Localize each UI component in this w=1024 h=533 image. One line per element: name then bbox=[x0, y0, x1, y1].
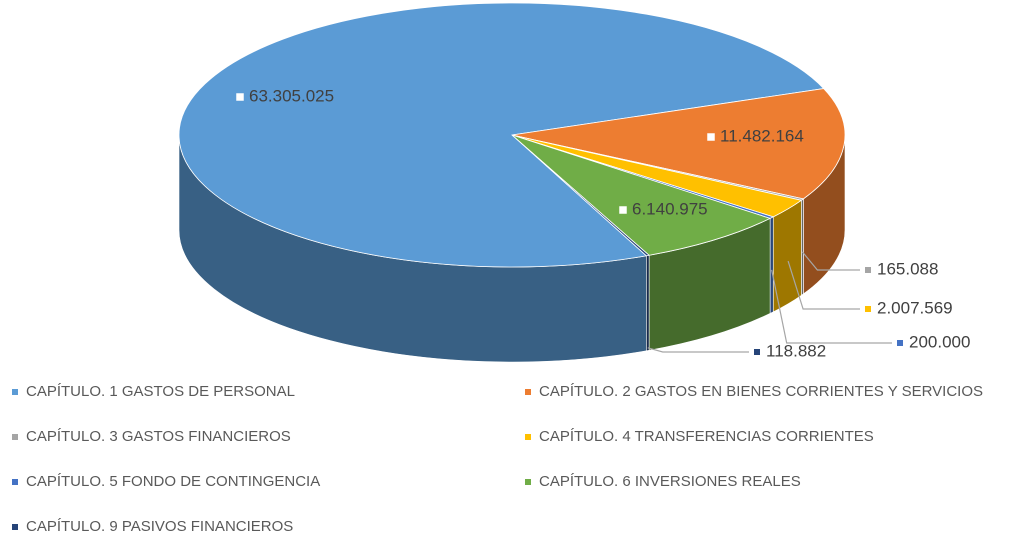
label-marker bbox=[865, 267, 871, 273]
slice bbox=[511, 134, 772, 256]
leader-line bbox=[787, 260, 860, 310]
leader-line bbox=[647, 347, 749, 353]
legend-marker bbox=[12, 479, 18, 485]
legend-marker bbox=[12, 434, 18, 440]
data-label: 118.882 bbox=[766, 341, 826, 360]
data-label: 63.305.025 bbox=[249, 86, 334, 105]
leader-line bbox=[801, 251, 860, 271]
legend-label: CAPÍTULO. 5 FONDO DE CONTINGENCIA bbox=[26, 473, 320, 490]
slice-side bbox=[769, 216, 774, 314]
leader-line bbox=[771, 269, 892, 344]
data-label: 6.140.975 bbox=[632, 199, 708, 218]
data-label: 2.007.569 bbox=[877, 298, 953, 317]
label-marker bbox=[897, 340, 903, 346]
legend-label: CAPÍTULO. 3 GASTOS FINANCIEROS bbox=[26, 428, 291, 445]
slice bbox=[511, 88, 846, 200]
legend-label: CAPÍTULO. 2 GASTOS EN BIENES CORRIENTES … bbox=[539, 383, 983, 400]
legend-label: CAPÍTULO. 4 TRANSFERENCIAS CORRIENTES bbox=[539, 428, 874, 445]
label-marker bbox=[754, 349, 760, 355]
data-label: 200.000 bbox=[909, 332, 970, 351]
legend-marker bbox=[525, 479, 531, 485]
slice-side bbox=[646, 254, 650, 352]
label-marker bbox=[704, 130, 718, 144]
label-marker bbox=[233, 90, 247, 104]
legend-label: CAPÍTULO. 6 INVERSIONES REALES bbox=[539, 473, 801, 490]
slice bbox=[178, 2, 825, 268]
label-marker bbox=[865, 306, 871, 312]
legend-label: CAPÍTULO. 9 PASIVOS FINANCIEROS bbox=[26, 518, 293, 533]
legend-marker bbox=[12, 524, 18, 530]
legend-marker bbox=[525, 434, 531, 440]
label-marker bbox=[616, 203, 630, 217]
slice bbox=[511, 134, 650, 257]
data-label: 11.482.164 bbox=[720, 126, 804, 145]
legend-marker bbox=[12, 389, 18, 395]
legend-label: CAPÍTULO. 1 GASTOS DE PERSONAL bbox=[26, 383, 295, 400]
data-label: 165.088 bbox=[877, 259, 938, 278]
legend-marker bbox=[525, 389, 531, 395]
slice-side bbox=[801, 198, 804, 296]
